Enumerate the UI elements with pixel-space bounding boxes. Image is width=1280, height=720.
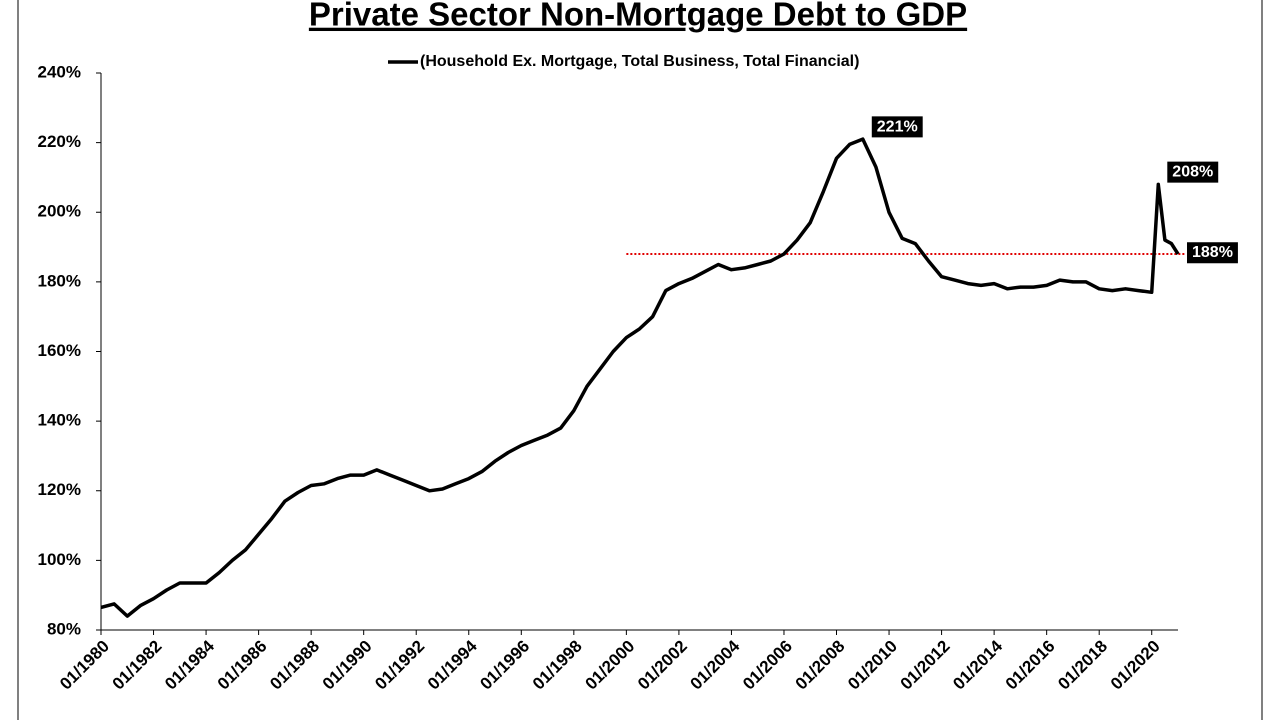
x-tick-label: 01/2014 <box>949 636 1006 693</box>
y-tick-label: 180% <box>38 271 81 290</box>
x-tick-label: 01/2010 <box>844 637 901 694</box>
data-line <box>100 137 1180 618</box>
annotation-label: 188% <box>1192 244 1233 261</box>
y-tick-label: 80% <box>47 619 81 638</box>
annotation-label: 208% <box>1172 164 1213 181</box>
x-tick-label: 01/1982 <box>109 637 166 694</box>
x-tick-label: 01/1988 <box>266 637 323 694</box>
x-tick-label: 01/2004 <box>687 636 744 693</box>
x-tick-label: 01/2000 <box>581 637 638 694</box>
x-tick-label: 01/2006 <box>739 637 796 694</box>
annotation: 208% <box>1167 161 1219 183</box>
annotation-box <box>1167 161 1219 183</box>
x-tick-label: 01/1996 <box>476 637 533 694</box>
y-tick-label: 200% <box>38 202 81 221</box>
x-tick-label: 01/2016 <box>1002 637 1059 694</box>
annotation-label: 221% <box>877 118 918 135</box>
x-tick-label: 01/1984 <box>161 636 218 693</box>
frame <box>17 0 1263 720</box>
y-tick-label: 100% <box>38 550 81 569</box>
annotation: 188% <box>1187 242 1238 264</box>
x-tick-label: 01/1990 <box>319 637 376 694</box>
annotation: 221% <box>871 116 923 138</box>
x-tick-label: 01/2002 <box>634 637 691 694</box>
annotation-box <box>1187 242 1238 264</box>
x-tick-label: 01/1998 <box>529 637 586 694</box>
legend-label: (Household Ex. Mortgage, Total Business,… <box>420 53 859 70</box>
x-tick-label: 01/2008 <box>792 637 849 694</box>
y-tick-label: 160% <box>38 341 81 360</box>
y-tick-label: 140% <box>38 411 81 430</box>
x-tick-label: 01/2018 <box>1054 637 1111 694</box>
x-tick-label: 01/2012 <box>897 637 954 694</box>
x-tick-label: 01/1980 <box>56 637 113 694</box>
x-tick-label: 01/1992 <box>371 637 428 694</box>
annotation-box <box>871 116 923 138</box>
y-tick-label: 120% <box>38 480 81 499</box>
y-tick-label: 240% <box>38 62 81 81</box>
x-tick-label: 01/2020 <box>1107 637 1164 694</box>
x-tick-label: 01/1994 <box>424 636 481 693</box>
chart-title: Private Sector Non-Mortgage Debt to GDP <box>309 0 967 33</box>
y-tick-label: 220% <box>38 132 81 151</box>
x-tick-label: 01/1986 <box>214 637 271 694</box>
